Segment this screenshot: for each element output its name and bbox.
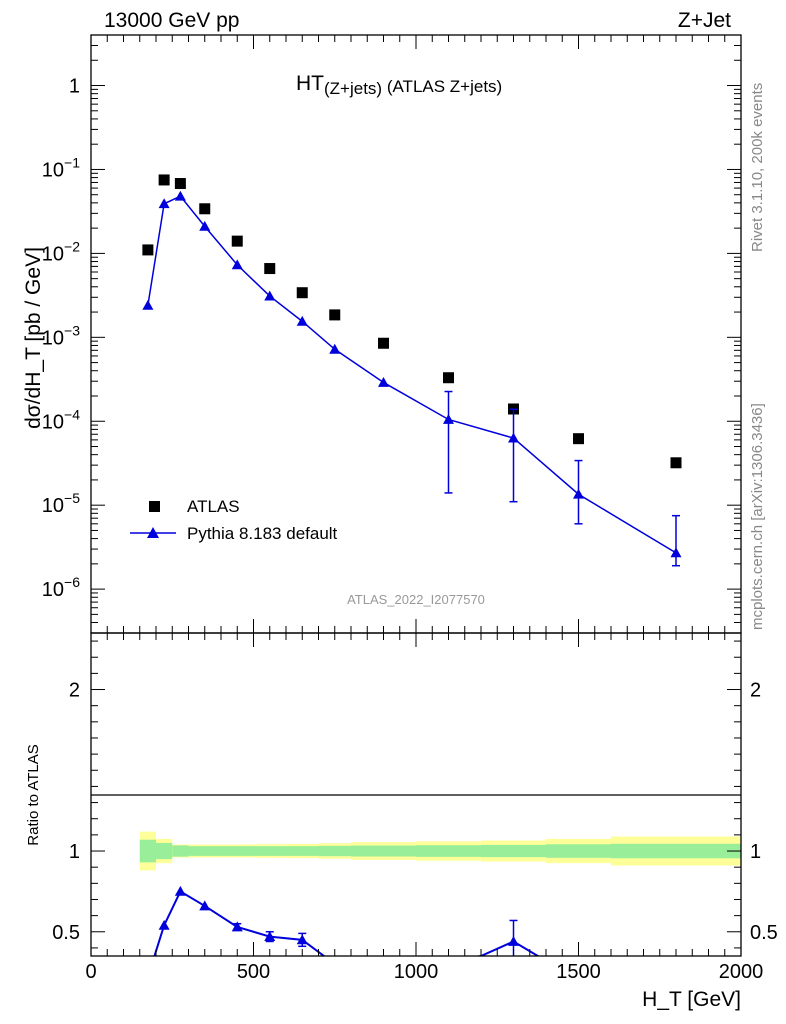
- main-y-tick-label: 1: [69, 76, 80, 98]
- axis-tick-labels: 0 500 1000 1500 2000110−110−210−310−410−510−…: [42, 76, 778, 983]
- band-inner-bin: [156, 842, 173, 860]
- main-y-tick-label: 10−2: [42, 238, 80, 265]
- legend-atlas-marker: [149, 501, 160, 512]
- pythia-point: [142, 299, 154, 310]
- atlas-data-point: [199, 203, 211, 215]
- main-y-tick-base: 10: [42, 411, 64, 433]
- rivet-version-label: Rivet 3.1.10, 200k events: [749, 83, 766, 252]
- band-inner-bin: [221, 846, 254, 856]
- ratio-y-tick-label-right: 0.5: [750, 922, 778, 944]
- main-y-tick-exp: −5: [64, 490, 80, 506]
- band-inner-bin: [351, 845, 416, 857]
- plot-title-sub: (Z+jets): [324, 79, 382, 98]
- ratio-pythia-point: [199, 900, 211, 911]
- main-y-tick-label: 10−1: [42, 154, 80, 181]
- legend-pythia-marker: [147, 527, 159, 538]
- main-y-tick-base: 10: [42, 159, 64, 181]
- legend-pythia-label: Pythia 8.183 default: [187, 524, 338, 543]
- band-inner-bin: [139, 839, 156, 863]
- pythia-point: [329, 343, 341, 354]
- pythia-point: [296, 315, 308, 326]
- main-y-tick-exp: −6: [64, 574, 80, 590]
- analysis-id: ATLAS_2022_I2077570: [347, 592, 485, 607]
- x-tick-label: 1500: [556, 961, 601, 983]
- band-inner-bin: [188, 846, 221, 856]
- main-y-tick-exp: −3: [64, 322, 80, 338]
- axis-ticks: [90, 34, 742, 956]
- band-inner-bin: [546, 844, 611, 858]
- main-y-tick-base: 1: [69, 76, 80, 98]
- pythia-point: [158, 198, 170, 209]
- atlas-data-point: [264, 263, 276, 275]
- atlas-data-point: [174, 178, 186, 190]
- ratio-pythia-point: [264, 931, 276, 942]
- ratio-y-tick-label-left: 1: [69, 841, 80, 863]
- pythia-point: [378, 376, 389, 387]
- atlas-data-point: [231, 235, 243, 247]
- band-inner-bin: [611, 843, 741, 859]
- mcplots-label: mcplots.cern.ch [arXiv:1306.3436]: [749, 403, 766, 630]
- atlas-data-point: [158, 174, 170, 186]
- ratio-y-tick-label-left: 0.5: [52, 922, 80, 944]
- header-process: Z+Jet: [678, 9, 731, 32]
- main-y-tick-label: 10−5: [42, 490, 80, 517]
- band-inner-bin: [318, 845, 351, 857]
- plot-title-main: HT: [296, 72, 324, 95]
- band-inner-bin: [172, 845, 189, 857]
- atlas-data-point: [443, 372, 454, 384]
- pythia-point: [199, 220, 211, 231]
- atlas-data-point: [670, 457, 682, 469]
- x-tick-label: 0: [85, 961, 96, 983]
- main-y-tick-label: 10−3: [42, 322, 80, 349]
- pythia-point: [670, 547, 682, 558]
- plot-title: HT(Z+jets) (ATLAS Z+jets): [296, 72, 502, 98]
- x-tick-label: 2000: [719, 961, 764, 983]
- band-inner-bin: [253, 846, 286, 856]
- main-y-tick-label: 10−4: [42, 406, 80, 433]
- ratio-y-tick-label-left: 2: [69, 680, 80, 702]
- legend: ATLAS Pythia 8.183 default: [130, 497, 338, 543]
- pythia-point: [443, 413, 454, 424]
- ratio-pythia-point: [158, 919, 170, 930]
- x-axis-label: H_T [GeV]: [642, 988, 741, 1011]
- ratio-pythia-point: [296, 934, 308, 945]
- main-y-tick-base: 10: [42, 579, 64, 601]
- main-y-tick-base: 10: [42, 327, 64, 349]
- x-tick-label: 1000: [394, 961, 439, 983]
- main-y-tick-base: 10: [42, 243, 64, 265]
- band-inner-bin: [416, 845, 481, 857]
- header-energy: 13000 GeV pp: [104, 9, 239, 32]
- legend-atlas-label: ATLAS: [187, 497, 240, 516]
- ratio-pythia-point: [174, 885, 186, 896]
- main-y-tick-base: 10: [42, 495, 64, 517]
- main-y-tick-exp: −1: [64, 154, 80, 170]
- ratio-uncertainty-band: [139, 831, 741, 871]
- atlas-data-point: [573, 433, 584, 445]
- pythia-point: [231, 259, 243, 270]
- main-series-layer: [142, 174, 682, 567]
- pythia-point: [264, 290, 276, 301]
- pythia-point: [174, 190, 186, 201]
- atlas-data-point: [378, 337, 389, 349]
- main-y-tick-label: 10−6: [42, 574, 80, 601]
- atlas-data-point: [296, 287, 308, 299]
- main-y-tick-exp: −4: [64, 406, 80, 422]
- ratio-pythia-point: [508, 935, 519, 946]
- main-y-axis-label: dσ/dH_T [pb / GeV]: [22, 247, 45, 429]
- main-y-tick-exp: −2: [64, 238, 80, 254]
- main-panel-frame: [90, 34, 742, 634]
- pythia-point: [573, 488, 584, 499]
- x-tick-label: 500: [237, 961, 270, 983]
- ratio-y-axis-label: Ratio to ATLAS: [25, 744, 42, 845]
- atlas-data-point: [329, 309, 341, 321]
- atlas-data-point: [142, 244, 154, 256]
- pythia-point: [508, 432, 519, 443]
- plot-title-suffix: (ATLAS Z+jets): [382, 77, 502, 96]
- band-inner-bin: [286, 846, 319, 856]
- band-inner-bin: [481, 844, 546, 858]
- ratio-pythia-point: [231, 921, 243, 932]
- ratio-y-tick-label-right: 2: [750, 680, 761, 702]
- ratio-y-tick-label-right: 1: [750, 841, 761, 863]
